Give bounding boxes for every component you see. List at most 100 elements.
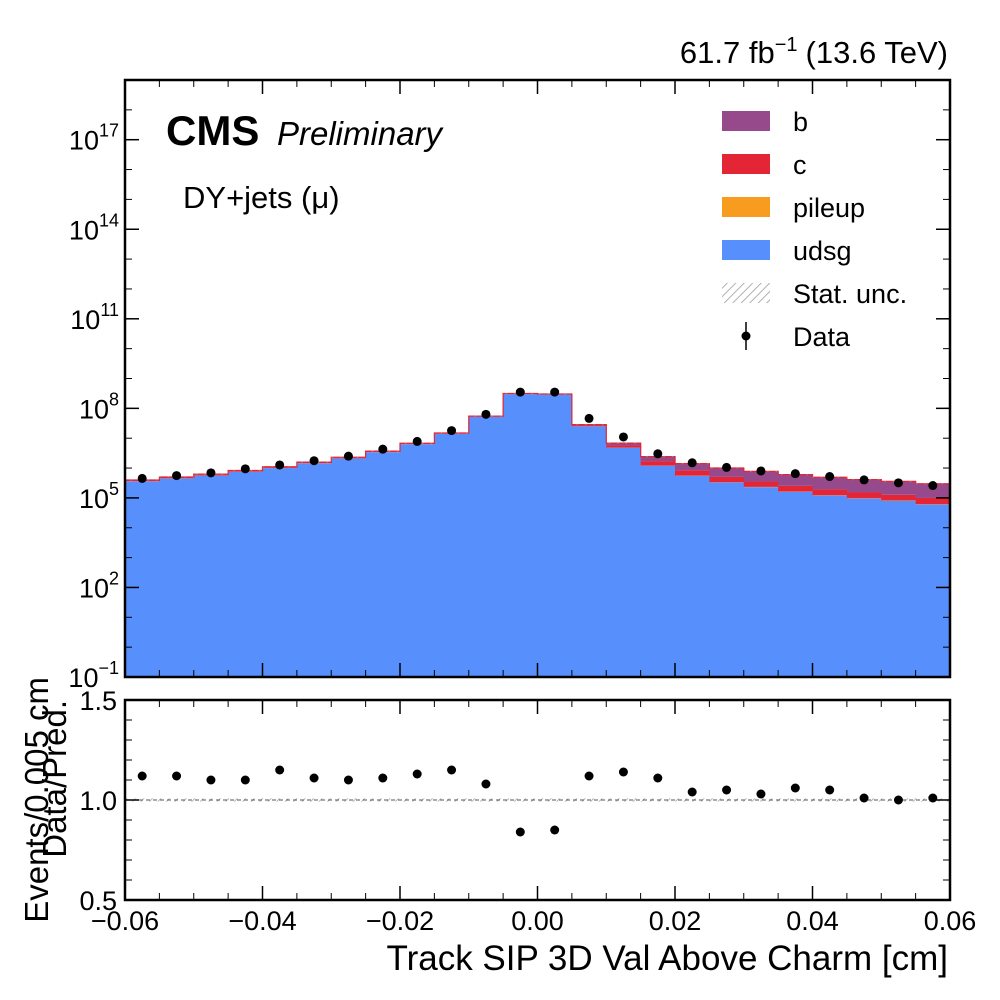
data-point-2	[206, 468, 216, 478]
data-point-19	[790, 469, 800, 479]
x-tick-label-1: −0.04	[228, 906, 296, 936]
bar-udsg-0	[125, 481, 160, 677]
bar-udsg-4	[262, 468, 298, 677]
data-point-5	[309, 456, 319, 466]
ratio-point-19	[790, 783, 800, 793]
ratio-points	[137, 765, 938, 837]
ratio-point-1	[172, 771, 182, 781]
ratio-point-12	[550, 825, 560, 835]
bar-b-23	[915, 483, 950, 498]
stat-unc-bin-14	[606, 442, 641, 444]
data-point-9	[447, 426, 457, 436]
data-point-13	[584, 413, 594, 423]
bar-udsg-2	[193, 475, 229, 677]
x-tick-label-5: 0.04	[786, 906, 839, 936]
ratio-point-8	[412, 769, 422, 779]
y-tick-label-6: 1017	[69, 121, 119, 156]
bar-b-19	[778, 474, 814, 486]
legend-label-3: udsg	[793, 236, 852, 266]
bar-udsg-5	[296, 463, 332, 677]
ratio-point-2	[206, 775, 216, 785]
legend-label-0: b	[793, 107, 808, 137]
bar-c-15	[640, 461, 676, 466]
process-label: DY+jets (μ)	[183, 180, 340, 215]
ratio-point-11	[515, 827, 525, 837]
ratio-point-18	[756, 789, 766, 799]
legend-swatch-udsg	[722, 240, 770, 260]
data-point-7	[378, 444, 388, 454]
ratio-tick-label-0: 0.5	[79, 886, 117, 916]
ratio-point-16	[687, 787, 697, 797]
ratio-point-20	[825, 785, 835, 795]
legend: bc pileup udsg Stat. unc. Data	[722, 107, 907, 352]
cms-label: CMS	[166, 107, 259, 154]
bar-c-17	[709, 476, 745, 483]
data-point-16	[687, 458, 697, 468]
y-tick-label-3: 108	[79, 389, 119, 424]
bar-udsg-23	[915, 504, 950, 677]
bar-b-14	[606, 443, 642, 446]
ratio-point-3	[240, 775, 250, 785]
ratio-uncertainty-band	[125, 798, 950, 802]
bar-udsg-1	[159, 478, 195, 677]
legend-swatch-c	[722, 154, 770, 174]
ratio-point-15	[653, 773, 663, 783]
legend-label-5: Data	[793, 322, 851, 352]
y-tick-label-0: 10−1	[68, 658, 119, 693]
data-point-4	[275, 460, 285, 470]
y-axis-label: Events/0.005 cm	[18, 677, 55, 923]
bar-c-20	[812, 489, 848, 496]
bar-udsg-18	[743, 487, 779, 677]
y-tick-label-4: 1011	[70, 300, 119, 335]
ratio-point-13	[584, 771, 594, 781]
ratio-point-23	[928, 793, 938, 803]
y-tick-label-1: 102	[79, 568, 119, 603]
bar-c-22	[881, 494, 917, 501]
bar-udsg-8	[400, 444, 435, 677]
ratio-point-6	[343, 775, 353, 785]
bar-c-19	[778, 485, 814, 492]
lumi-label: 61.7 fb−1 (13.6 TeV)	[680, 34, 948, 70]
data-point-20	[825, 472, 835, 482]
bar-udsg-11	[503, 394, 539, 677]
ratio-point-22	[893, 795, 903, 805]
x-tick-label-3: 0.00	[511, 906, 564, 936]
legend-label-1: c	[793, 150, 807, 180]
bar-udsg-14	[606, 447, 642, 677]
data-point-18	[756, 466, 766, 476]
bar-b-21	[846, 479, 882, 493]
bar-udsg-9	[434, 433, 470, 677]
ratio-point-0	[137, 771, 147, 781]
stacked-histogram	[125, 392, 950, 677]
bar-b-22	[881, 481, 917, 495]
ratio-y-axis-label: Data/Pred.	[36, 700, 73, 858]
data-point-1	[172, 471, 182, 481]
data-point-14	[618, 432, 628, 442]
data-point-22	[893, 478, 903, 488]
ratio-point-17	[722, 785, 732, 795]
ratio-point-7	[378, 773, 388, 783]
data-point-12	[550, 387, 560, 397]
bar-udsg-6	[331, 458, 367, 677]
ratio-tick-label-2: 1.5	[79, 686, 117, 716]
y-tick-label-2: 105	[79, 479, 119, 514]
bar-c-23	[915, 497, 950, 505]
data-point-8	[412, 436, 422, 446]
legend-marker-data	[741, 331, 751, 341]
bar-udsg-10	[468, 416, 504, 677]
ratio-point-10	[481, 779, 491, 789]
data-point-17	[722, 462, 732, 472]
ratio-point-9	[447, 765, 457, 775]
ratio-axis-ticks: 0.5 1.0 1.5 −0.06 −0.04 −0.02 0.00 0.02 0.04 0.06	[79, 686, 976, 936]
x-axis-label: Track SIP 3D Val Above Charm [cm]	[387, 939, 949, 978]
bar-c-13	[571, 425, 607, 427]
bar-c-18	[743, 481, 779, 487]
bar-c-16	[675, 470, 710, 476]
data-point-3	[240, 464, 250, 474]
stat-unc-bin-13	[571, 424, 607, 426]
bar-b-20	[812, 477, 848, 490]
legend-label-2: pileup	[793, 193, 865, 223]
bar-udsg-12	[537, 394, 573, 677]
data-point-0	[137, 473, 147, 483]
